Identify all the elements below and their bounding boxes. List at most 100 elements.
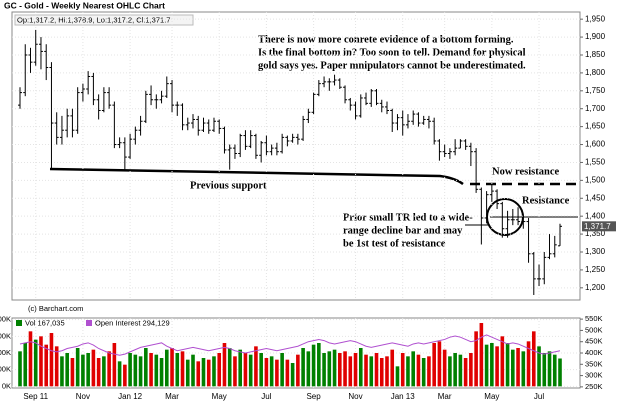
volume-bar — [416, 354, 421, 387]
volume-bar — [259, 353, 263, 387]
volume-bar — [385, 356, 389, 387]
volume-bar — [238, 349, 242, 387]
y-tick-label: 1,350 — [585, 229, 606, 238]
volume-bar — [537, 346, 541, 387]
volume-bar — [437, 341, 442, 387]
volume-bar — [495, 346, 499, 387]
open-interest-line — [19, 334, 561, 356]
volume-bar — [164, 349, 169, 387]
x-tick-label: May — [484, 392, 499, 401]
volume-bar — [75, 348, 80, 387]
y-tick-label: 1,200 — [585, 283, 606, 292]
volume-bar — [374, 353, 379, 387]
volume-bar — [28, 331, 33, 387]
x-tick-label: Mar — [165, 392, 179, 401]
annotation: Is the final bottom in? Too soon to tell… — [258, 47, 526, 58]
volume-bar — [159, 358, 164, 387]
volume-bar — [296, 354, 300, 387]
info-box — [14, 14, 194, 26]
x-tick-label: Jan 13 — [391, 392, 416, 401]
volume-bar — [311, 344, 316, 387]
volume-bar — [133, 354, 138, 387]
volume-bar — [500, 336, 505, 387]
volume-bar — [353, 353, 358, 387]
y2-tick-label: 550K — [585, 314, 603, 323]
last-price-box — [582, 221, 616, 232]
volume-bar — [222, 343, 227, 387]
volume-bar — [206, 359, 211, 387]
volume-bar — [285, 359, 290, 387]
y-tick-label: 1,850 — [585, 50, 606, 59]
volume-bar — [144, 348, 148, 387]
volume-bar — [479, 323, 484, 387]
volume-bar — [33, 339, 38, 387]
x-tick-label: Jul — [261, 392, 271, 401]
volume-bar — [490, 343, 494, 387]
legend-swatch — [86, 320, 92, 326]
volume-bar — [369, 356, 374, 387]
volume-bar — [70, 358, 75, 387]
y-tick-label: 1,900 — [585, 32, 606, 41]
volume-bar — [505, 343, 510, 387]
annotation: Now resistance — [492, 166, 560, 177]
y-tick-label: 1,700 — [585, 104, 606, 113]
volume-bar — [212, 356, 216, 387]
volume-bar — [521, 351, 526, 387]
volume-bar — [348, 356, 353, 387]
volume-bar — [243, 353, 248, 387]
volume-bar — [343, 351, 347, 387]
y2-tick-label: 350K — [585, 359, 603, 368]
volume-bar — [91, 349, 96, 387]
volume-bar — [511, 349, 515, 387]
volume-bar — [338, 353, 342, 387]
volume-bar — [306, 351, 311, 387]
volume-bar — [275, 359, 279, 387]
support-line — [49, 167, 464, 186]
volume-bar — [107, 351, 111, 387]
volume-bar — [175, 353, 180, 387]
volume-bar — [547, 351, 552, 387]
legend-label: Open Interest 294,129 — [95, 318, 170, 327]
volume-bar — [484, 344, 489, 387]
volume-bar — [427, 356, 431, 387]
source: (c) Barchart.com — [28, 304, 83, 313]
volume-bar — [322, 353, 326, 387]
annotation: Resistance — [522, 195, 570, 206]
x-tick-label: Sep 11 — [23, 392, 48, 401]
y-tick-label: 0K — [2, 381, 11, 390]
volume-bar — [248, 354, 253, 387]
y-tick-label: 1,300 — [585, 247, 606, 256]
x-tick-label: Sep — [306, 392, 321, 401]
ohlc-info: Op:1,317.2, Hi:1,378.9, Lo:1,317.2, Cl:1… — [17, 15, 170, 24]
volume-bar — [458, 354, 463, 387]
volume-bar — [390, 349, 395, 387]
x-tick-label: Jan 12 — [118, 392, 143, 401]
volume-bar — [81, 354, 85, 387]
y-tick-label: 1,250 — [585, 265, 606, 274]
annotation: Prior small TR led to a wide- — [343, 212, 473, 223]
annotation: be 1st test of resistance — [343, 238, 446, 249]
price-panel — [11, 11, 581, 301]
x-tick-label: Nov — [348, 392, 362, 401]
volume-bar — [290, 363, 295, 387]
volume-bar — [39, 336, 43, 387]
y2-tick-label: 500K — [585, 325, 603, 334]
volume-bar — [23, 343, 28, 387]
volume-bar — [217, 353, 222, 387]
volume-bar — [395, 366, 400, 387]
volume-bar — [117, 361, 122, 387]
y-tick-label: 400K — [0, 315, 11, 324]
volume-bar — [154, 354, 159, 387]
annotation: range decline bar and may — [343, 225, 463, 236]
volume-bar — [123, 364, 127, 387]
last-price-label: 1,371.7 — [584, 222, 611, 231]
y-tick-label: 100K — [0, 365, 11, 374]
volume-bar — [432, 343, 436, 387]
volume-bar — [558, 358, 562, 387]
volume-bar — [364, 354, 368, 387]
volume-bar — [196, 361, 201, 387]
volume-bar — [60, 356, 64, 387]
x-tick-label: Nov — [76, 392, 90, 401]
y-tick-label: 1,600 — [585, 140, 606, 149]
y2-tick-label: 250K — [585, 382, 603, 391]
